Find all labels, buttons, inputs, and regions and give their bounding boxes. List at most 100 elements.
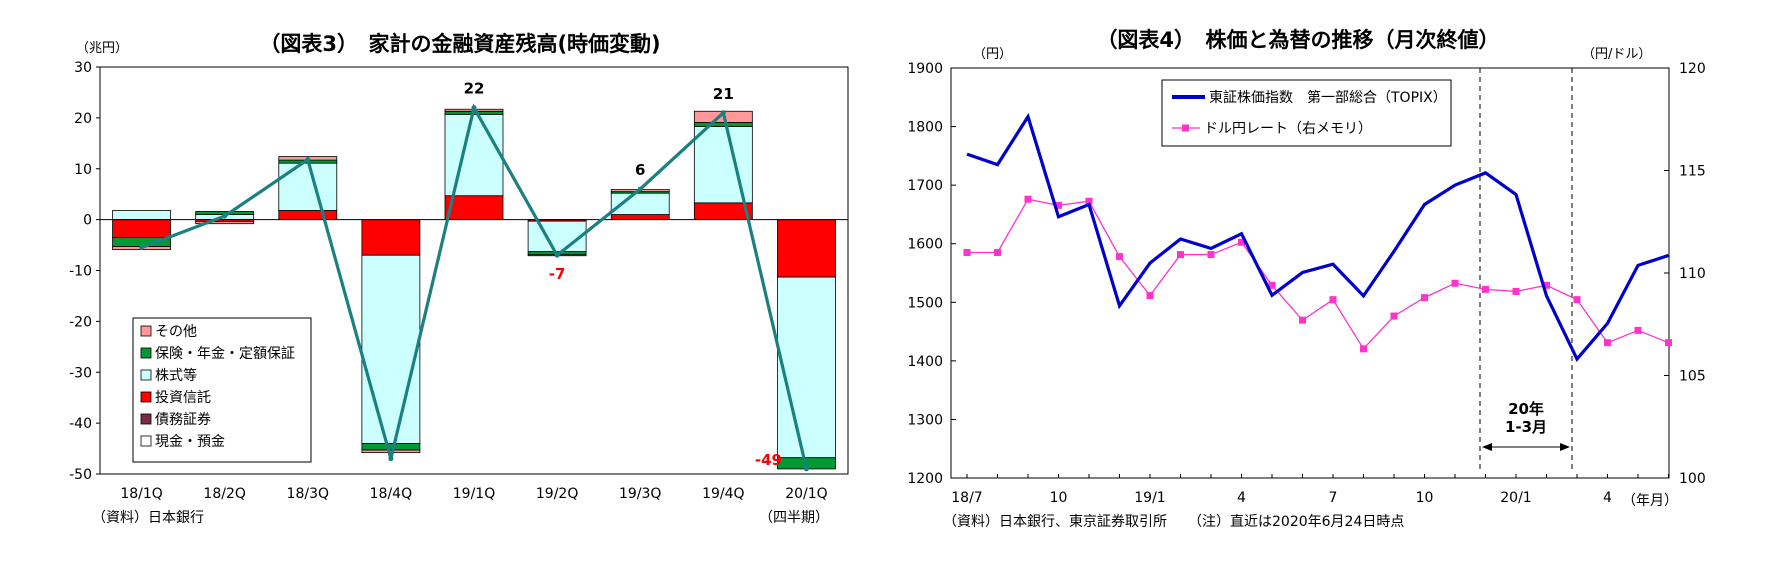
fx-point [1482,285,1489,293]
y-tick-label: -50 [69,467,92,483]
total-point [139,245,145,251]
fx-point [1268,281,1276,289]
chart-title-2: （図表4） 株価と為替の推移（月次終値） [1096,28,1499,52]
x-tick-label: 20/1Q [785,486,827,502]
y-tick-label: -40 [69,416,92,432]
x-tick-label: 18/1Q [120,486,162,502]
y-left-tick-label: 1500 [907,295,943,311]
fx-point [1451,279,1459,287]
y-tick-label: 0 [83,213,92,229]
fx-point [1116,253,1123,261]
legend-swatch-fx-marker [1182,124,1189,132]
legend-swatch [140,391,152,403]
chart-line: （図表4） 株価と為替の推移（月次終値） （円） （円/ドル） 1900 1800… [907,28,1705,530]
bar-segment [361,254,421,444]
fx-point [1634,326,1642,334]
bar-segment [361,443,421,451]
fx-point [1573,296,1581,304]
y-left-tick-label: 1200 [907,471,943,487]
bar-segment [777,219,836,278]
legend [132,317,312,463]
y-left-tick-label: 1400 [907,354,943,370]
y-tick-label: -10 [69,264,92,280]
bar-segment [693,122,753,127]
total-point [222,213,228,219]
y-axis-unit: （兆円） [76,41,128,56]
x-tick-label-2: 20/1 [1500,490,1531,506]
legend-label: 現金・預金 [155,434,225,450]
y-tick-label: -30 [69,365,92,381]
bar-segment [527,220,587,253]
bar-segment [112,219,171,238]
y-right-tick-label: 105 [1679,369,1706,385]
y-right-tick-label: 100 [1679,471,1706,487]
y-left-tick-label: 1300 [907,412,943,428]
fx-point [1390,312,1398,320]
total-point [471,105,477,111]
total-point [720,110,726,116]
legend-swatch [140,347,152,359]
x-tick-label-2: 7 [1329,490,1338,506]
source-note: （資料）日本銀行 [92,510,204,526]
x-tick-label-2: 10 [1416,490,1434,506]
y-axis-right-unit: （円/ドル） [1582,47,1651,62]
fx-point [1238,238,1245,246]
x-tick-label: 19/1Q [453,486,495,502]
fx-point [1512,287,1520,295]
y-tick-label: 30 [74,60,92,76]
x-axis: 18/1Q 18/2Q 18/3Q 18/4Q 19/1Q 19/2Q 19/3Q 19/4Q… [120,486,827,502]
period-label-months: 1-3月 [1505,418,1547,436]
y-tick-label: 20 [74,111,92,127]
x-tick-label: 19/4Q [702,486,744,502]
fx-point [1177,251,1184,259]
fx-point [1543,281,1550,289]
y-right-tick-label: 115 [1679,164,1706,180]
x-tick-label: 19/3Q [619,486,661,502]
x-tick-label: 19/2Q [536,486,578,502]
total-label: -49 [755,451,782,469]
total-label: 6 [635,161,645,179]
y-right-tick-label: 120 [1679,61,1706,77]
topix-line [966,112,1669,363]
legend-swatch [140,413,152,425]
bar-group [112,108,836,470]
y-left-tick-label: 1900 [907,61,943,77]
bar-segment [278,210,338,221]
bar-segment [444,113,504,197]
bar-segment [777,276,836,459]
y-left-tick-label: 1600 [907,237,943,253]
y-left-tick-label: 1800 [907,120,943,136]
y-left-tick-label: 1700 [907,178,943,194]
x-tick-label-2: 10 [1050,490,1068,506]
fx-point [963,249,971,256]
chart-bar: （図表3） 家計の金融資産残高(時価変動) （兆円） 30 20 10 0 -10 -20… [69,32,849,526]
total-line [139,103,809,472]
x-tick-label-2: 4 [1237,490,1246,506]
legend-label: 投資信託 [155,390,211,406]
fx-point [1207,251,1215,259]
fx-point [1329,296,1337,304]
x-tick-label-2: 4 [1603,490,1612,506]
period-label-year: 20年 [1508,400,1544,418]
bar-segment [610,214,670,221]
legend-swatch [140,325,152,337]
period-arrow [1482,443,1570,451]
legend-label: 債務証券 [155,412,211,428]
fx-point [1024,195,1032,203]
bar-segment [361,219,421,256]
total-point [554,252,560,258]
total-label: 22 [464,80,485,98]
bar-segment [112,210,171,221]
fx-point [1421,294,1428,302]
x-tick-label: 18/4Q [370,486,412,502]
total-point [637,186,643,192]
legend-label: 保険・年金・定額保証 [155,346,295,362]
fx-point [1146,292,1154,300]
y-tick-label: 10 [74,162,92,178]
total-label: -7 [549,265,566,283]
fx-point [994,249,1001,256]
legend-2 [1161,79,1452,147]
source-note-2: （資料）日本銀行、東京証券取引所 （注）直近は2020年6月24日時点 [943,513,1404,530]
